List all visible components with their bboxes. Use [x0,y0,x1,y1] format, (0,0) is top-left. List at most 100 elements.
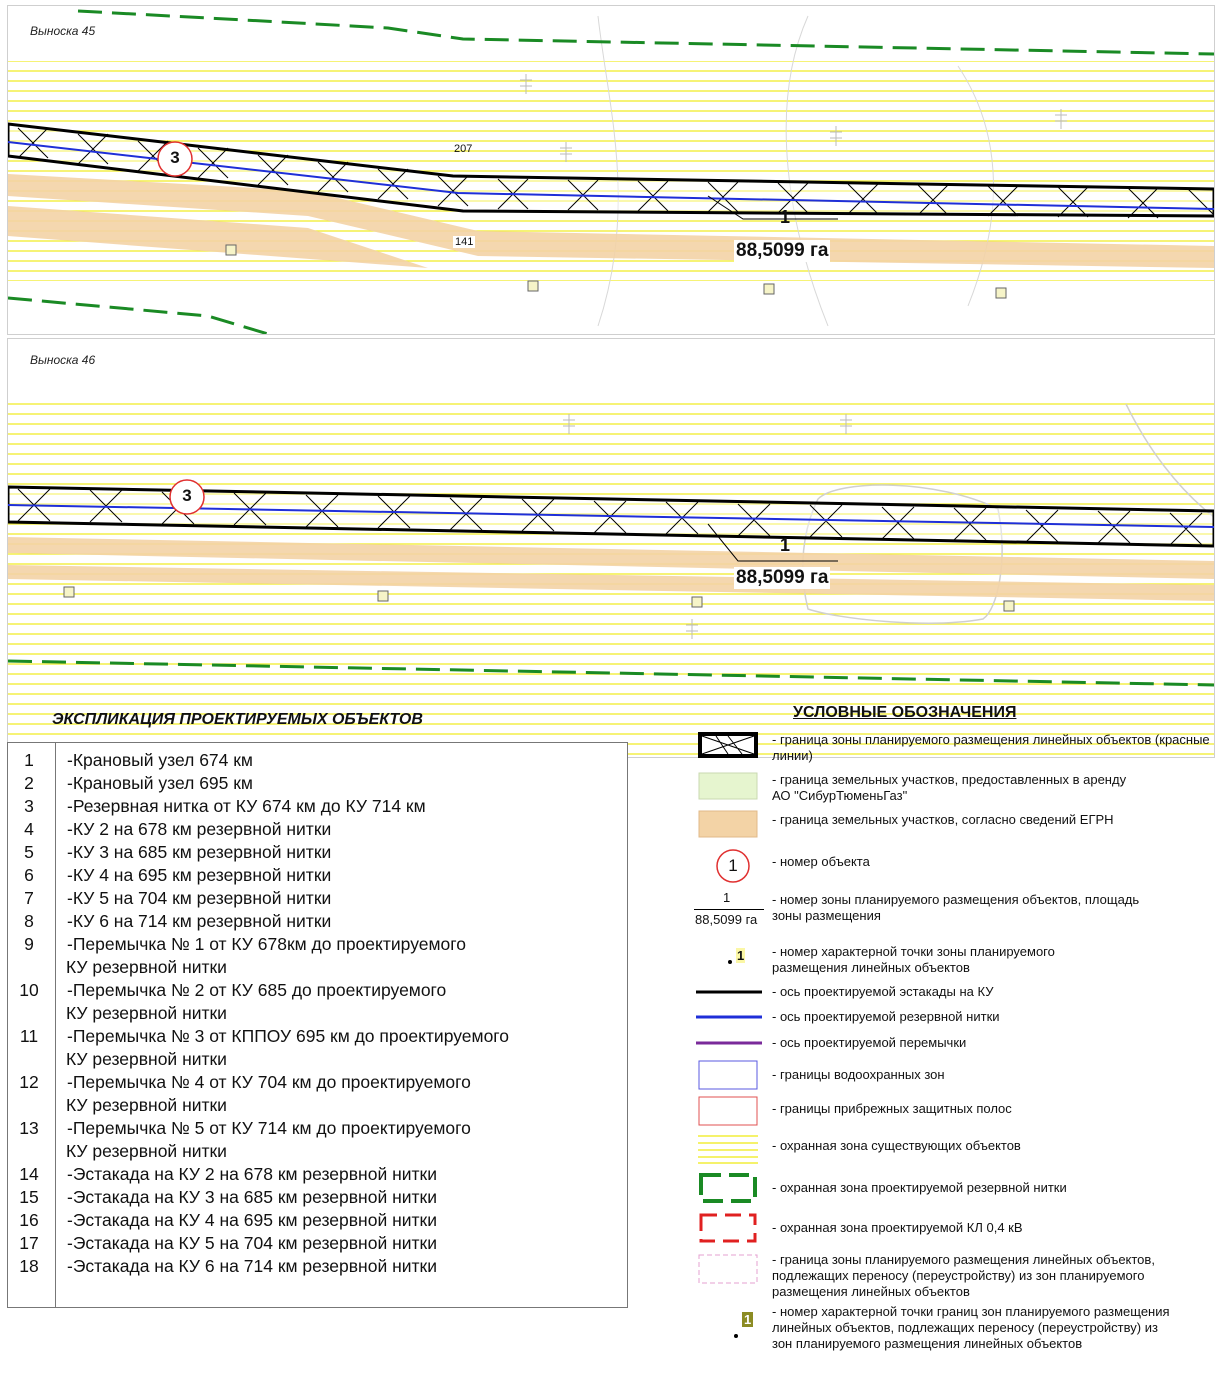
egrn-land-strip [8,174,1214,268]
legend-item-water-protection: - границы водоохранных зон [690,1060,1219,1092]
object-number-circle [169,479,205,515]
legend-text: - охранная зона существующих объектов [772,1138,1021,1153]
relocation-zone-icon [698,1254,758,1284]
row-text: -Эстакада на КУ 4 на 695 км резервной ни… [67,1210,437,1230]
legend-text: - ось проектируемой перемычки [772,1035,967,1050]
row-number: 3 [24,796,34,816]
row-text: -КУ 3 на 685 км резервной нитки [67,842,332,862]
row-number: 13 [19,1118,39,1138]
sample-object-number: 1 [728,856,738,875]
corridor-hatching [17,127,1214,219]
map-inset-45[interactable]: Выноска 45 3 207 141 1 88,5099 га [7,5,1215,335]
row-text: -Эстакада на КУ 2 на 678 км резервной ни… [67,1164,437,1184]
row-text: КУ резервной нитки [66,1141,227,1161]
row-number: 1 [24,750,34,770]
object-number-label: 3 [182,486,192,505]
planned-zone-border-icon [698,732,758,758]
reserve-protect-zone-line [8,659,1214,687]
coastal-strip-icon [698,1096,758,1126]
zone-area-label: 88,5099 га [734,240,831,262]
explication-title: ЭКСПЛИКАЦИЯ ПРОЕКТИРУЕМЫХ ОБЪЕКТОВ [52,711,423,728]
legend-item-jumper-axis: - ось проектируемой перемычки [690,1035,1219,1055]
row-number: 17 [19,1233,39,1253]
leader-line [707,195,838,220]
reserve-line-axis [8,504,1214,528]
row-number: 4 [24,819,34,839]
planned-zone-corridor [8,122,1214,218]
water-protection-icon [698,1060,758,1090]
legend-text: - граница земельных участков, согласно с… [772,812,1114,827]
point-label: 141 [453,236,476,248]
legend-item-kl-protect-zone: - охранная зона проектируемой КЛ 0,4 кВ [690,1212,1219,1246]
legend-text: - граница зоны планируемого размещения л… [772,1252,1155,1299]
jumper-axis-line-icon [696,1041,762,1045]
row-number: 10 [19,980,39,1000]
legend-item-zone-number-area: 1 88,5099 га - номер зоны планируемого р… [690,890,1219,930]
legend-item-relocation-point: 1 - номер характерной точки границ зон п… [690,1304,1219,1376]
row-text: -Перемычка № 5 от КУ 714 км до проектиру… [67,1118,471,1138]
row-text: -КУ 2 на 678 км резервной нитки [67,819,332,839]
legend-item-reserve-line-axis: - ось проектируемой резервной нитки [690,1009,1219,1029]
tree-symbols [563,414,852,639]
row-number: 9 [24,934,34,954]
reserve-protect-zone-line [77,9,1214,56]
legend-title: УСЛОВНЫЕ ОБОЗНАЧЕНИЯ [793,704,1017,721]
egrn-land-strip [8,565,1214,601]
legend-item-characteristic-point: 1 - номер характерной точки зоны планиру… [690,942,1219,978]
zone-number-label: 1 [780,535,791,555]
row-text: -КУ 6 на 714 км резервной нитки [67,911,332,931]
legend-text: - границы водоохранных зон [772,1067,945,1082]
object-number-icon [716,849,750,883]
row-text: -Крановый узел 674 км [67,750,253,770]
kl-protect-zone-icon [699,1213,757,1243]
row-number: 14 [19,1164,39,1184]
legend-text: - охранная зона проектируемой КЛ 0,4 кВ [772,1220,1023,1235]
legend-item-coastal-strip: - границы прибрежных защитных полос [690,1096,1219,1128]
reserve-protect-zone-line [8,296,269,334]
row-text: -Перемычка № 1 от КУ 678км до проектируе… [67,934,466,954]
point-label: 207 [454,143,473,155]
legend-item-trestle-axis: - ось проектируемой эстакады на КУ [690,984,1219,1004]
legend-text: - номер объекта [772,854,870,869]
legend-item-planned-zone-border: - граница зоны планируемого размещения л… [690,730,1219,763]
egrn-land-strip [8,206,428,268]
legend-text: - ось проектируемой резервной нитки [772,1009,1000,1024]
row-text: -Эстакада на КУ 6 на 714 км резервной ни… [67,1256,437,1276]
row-number: 6 [24,865,34,885]
map-inset-46-drawing [8,399,1214,757]
object-number-circle [157,141,193,177]
row-number: 8 [24,911,34,931]
sample-point-number: 1 [736,948,746,963]
legend-item-relocation-zone: - граница зоны планируемого размещения л… [690,1252,1219,1304]
inset-label: Выноска 46 [30,353,96,367]
legend-item-leased-land: - граница земельных участков, предоставл… [690,770,1219,803]
legend-text: - номер зоны планируемого размещения объ… [772,892,1140,923]
row-text: -Перемычка № 3 от КППОУ 695 км до проект… [67,1026,510,1046]
map-inset-46[interactable]: Выноска 46 3 1 88,5099 га [7,338,1215,758]
row-number: 15 [19,1187,39,1207]
legend-item-object-number: 1 - номер объекта [690,848,1219,884]
row-text: КУ резервной нитки [66,1003,227,1023]
row-text: -Перемычка № 2 от КУ 685 до проектируемо… [67,980,447,1000]
legend-text: - ось проектируемой эстакады на КУ [772,984,994,999]
row-text: КУ резервной нитки [66,957,227,977]
legend-text: - номер характерной точки зоны планируем… [772,944,1055,975]
sample-point-number-2: 1 [742,1312,754,1327]
row-text: -Эстакада на КУ 5 на 704 км резервной ни… [67,1233,437,1253]
egrn-land-strip [8,537,1214,579]
legend-item-egrn-land: - граница земельных участков, согласно с… [690,810,1219,840]
row-number: 16 [19,1210,39,1230]
legend: - граница зоны планируемого размещения л… [690,726,1219,1376]
row-text: -КУ 5 на 704 км резервной нитки [67,888,332,908]
legend-text: - граница земельных участков, предоставл… [772,772,1127,803]
reserve-axis-line-icon [696,1015,762,1019]
legend-text: - граница зоны планируемого размещения л… [772,732,1210,763]
row-text: -Резервная нитка от КУ 674 км до КУ 714 … [67,796,426,816]
row-number: 11 [19,1026,39,1046]
row-text: -Перемычка № 4 от КУ 704 км до проектиру… [67,1072,471,1092]
object-number-label: 3 [170,148,180,167]
legend-item-reserve-protect-zone: - охранная зона проектируемой резервной … [690,1172,1219,1206]
row-text: -Эстакада на КУ 3 на 685 км резервной ни… [67,1187,437,1207]
leader-line [707,523,838,562]
egrn-land-icon [698,810,758,838]
